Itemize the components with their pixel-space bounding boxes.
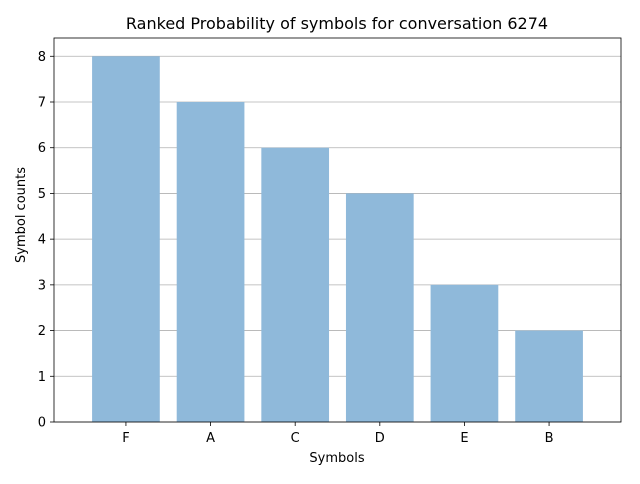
bar-E	[430, 284, 499, 422]
y-tick-label: 3	[38, 278, 46, 293]
chart-title: Ranked Probability of symbols for conver…	[126, 14, 548, 33]
bar-A	[176, 102, 245, 422]
x-tick-label-B: B	[545, 431, 554, 446]
y-tick-label: 0	[38, 416, 46, 431]
y-tick-label: 6	[38, 141, 46, 156]
x-tick-label-F: F	[122, 431, 129, 446]
x-tick-label-A: A	[206, 431, 215, 446]
bar-C	[261, 147, 330, 422]
y-tick-label: 2	[38, 324, 46, 339]
y-axis-label: Symbol counts	[14, 167, 29, 263]
y-tick-label: 7	[38, 96, 46, 111]
bar-F	[92, 56, 160, 423]
y-tick-label: 5	[38, 187, 46, 202]
y-tick-label: 8	[38, 50, 46, 65]
bars	[92, 56, 583, 423]
x-axis-label: Symbols	[309, 451, 364, 466]
x-tick-label-E: E	[460, 431, 468, 446]
plot-frame	[53, 37, 622, 423]
x-tick-label-C: C	[291, 431, 300, 446]
bar-D	[345, 193, 414, 422]
axes: 0 1 2 3 4 5 6 7 8 F A C D E B	[38, 37, 622, 446]
y-tick-label: 4	[38, 233, 46, 248]
y-tick-label: 1	[38, 370, 46, 385]
bar-B	[515, 330, 583, 422]
x-tick-label-D: D	[375, 431, 385, 446]
